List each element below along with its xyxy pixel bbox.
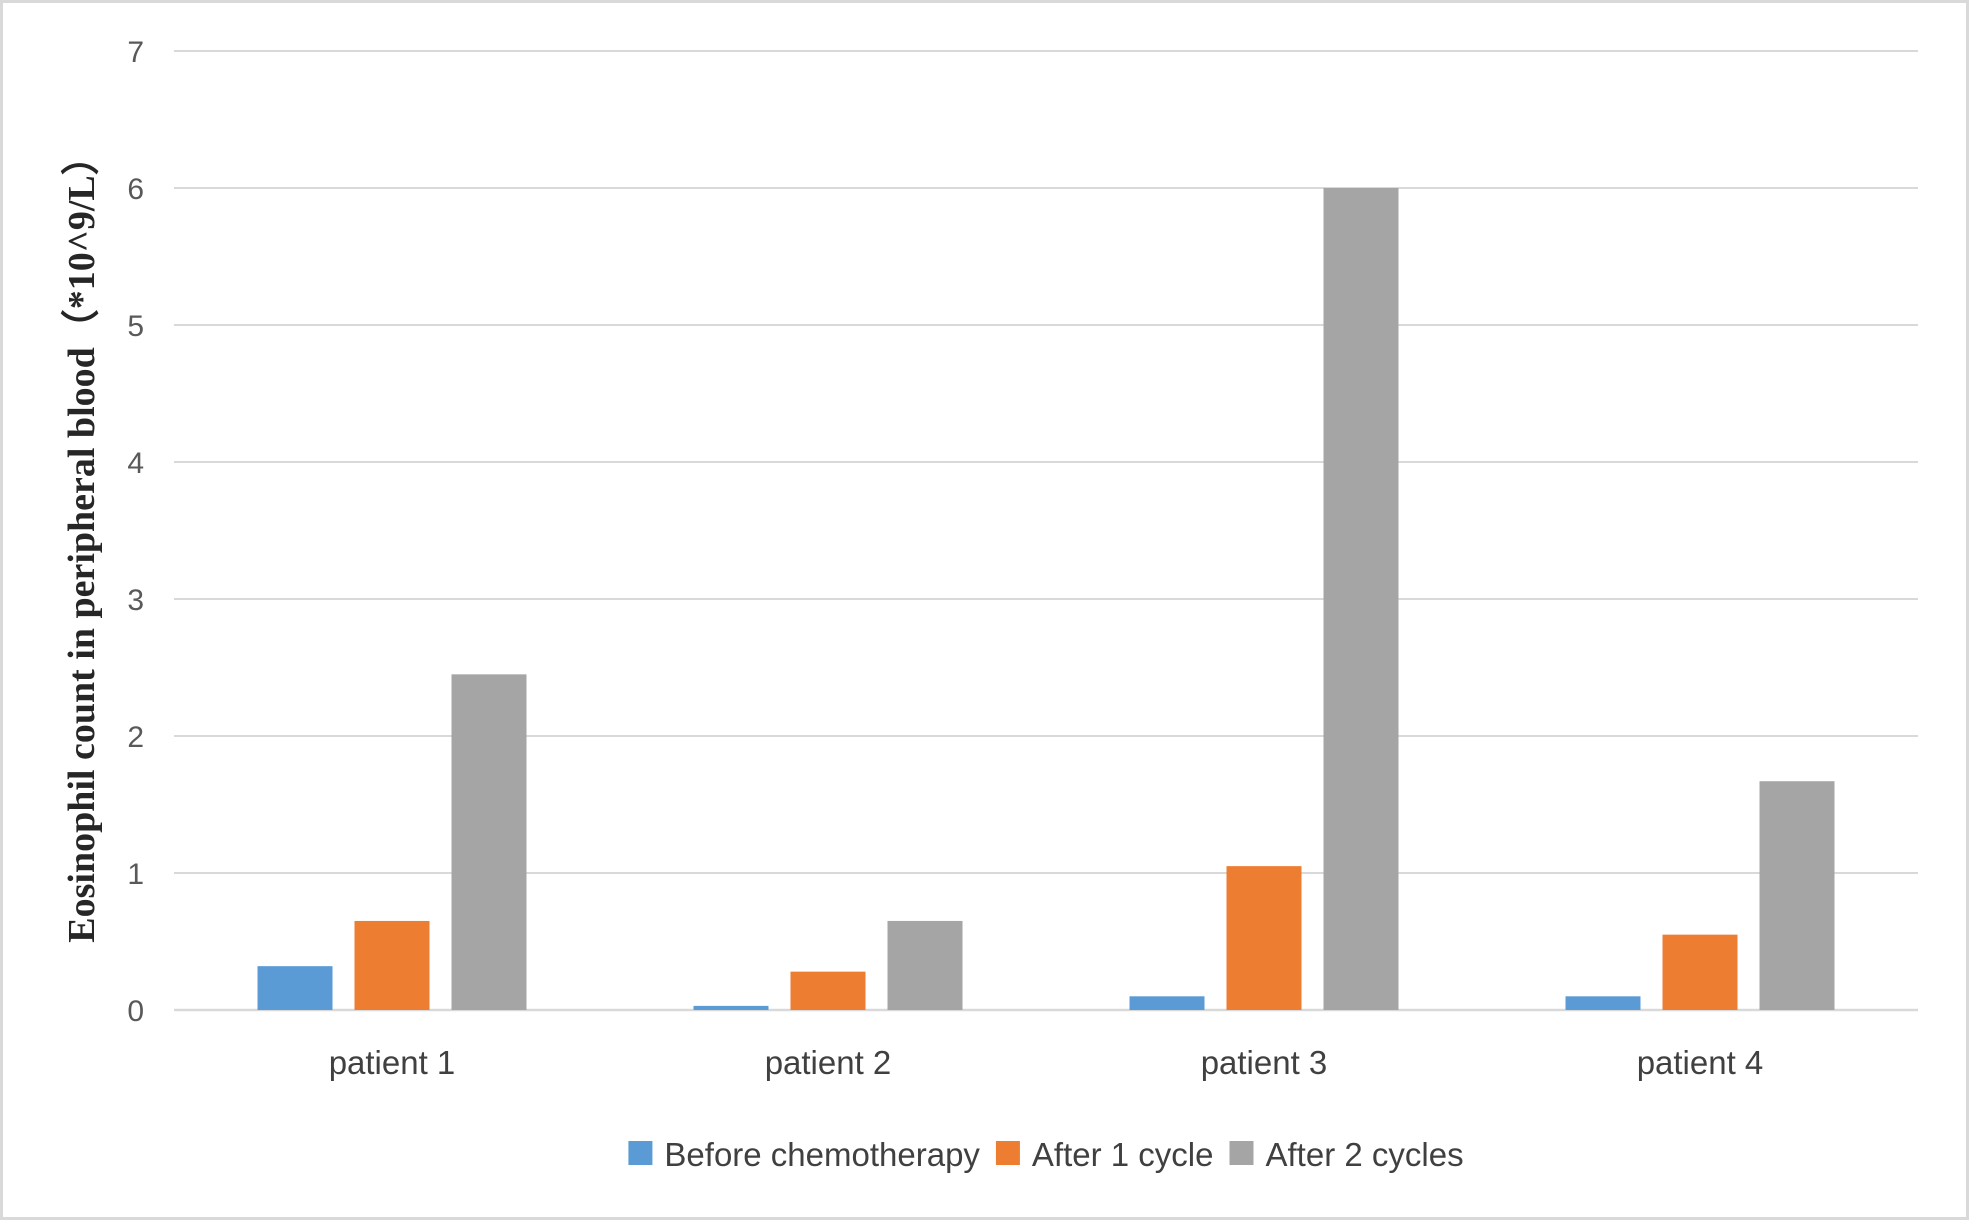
y-tick-label: 1 <box>127 858 144 891</box>
bar-after-2-cycles-patient-1 <box>451 674 527 1010</box>
category-label: patient 3 <box>1201 1044 1328 1081</box>
y-tick-label: 6 <box>127 173 144 206</box>
y-tick-label: 3 <box>127 584 144 617</box>
y-tick-label: 4 <box>127 447 144 480</box>
bar-after-1-cycle-patient-4 <box>1662 934 1738 1010</box>
legend-swatch <box>995 1141 1020 1165</box>
bar-after-2-cycles-patient-3 <box>1323 188 1399 1010</box>
y-tick-label: 5 <box>127 310 144 343</box>
bar-before-chemotherapy-patient-4 <box>1565 996 1641 1010</box>
bar-after-1-cycle-patient-3 <box>1226 866 1302 1010</box>
y-tick-label: 2 <box>127 721 144 754</box>
bar-before-chemotherapy-patient-3 <box>1129 996 1205 1010</box>
legend-item: After 1 cycle <box>995 1136 1214 1173</box>
category-labels: patient 1 patient 2 patient 3 patient 4 <box>329 1044 1764 1081</box>
gridlines <box>174 50 1918 1012</box>
bar-before-chemotherapy-patient-1 <box>257 966 333 1010</box>
bar-after-2-cycles-patient-4 <box>1759 781 1835 1010</box>
category-label: patient 2 <box>765 1044 892 1081</box>
bars <box>257 188 1835 1010</box>
y-tick-labels: 0 1 2 3 4 5 6 7 <box>127 36 144 1028</box>
legend-label: Before chemotherapy <box>664 1136 980 1173</box>
legend-item: After 2 cycles <box>1229 1136 1464 1173</box>
bar-before-chemotherapy-patient-2 <box>693 1005 769 1010</box>
bar-after-1-cycle-patient-2 <box>790 971 866 1010</box>
legend-label: After 2 cycles <box>1266 1136 1464 1173</box>
legend-swatch <box>1229 1141 1254 1165</box>
category-label: patient 4 <box>1637 1044 1764 1081</box>
legend-item: Before chemotherapy <box>628 1136 980 1173</box>
category-label: patient 1 <box>329 1044 456 1081</box>
y-tick-label: 0 <box>127 995 144 1028</box>
y-axis-label: Eosinophil count in peripheral blood（*10… <box>61 137 103 942</box>
legend-swatch <box>628 1141 653 1165</box>
legend-label: After 1 cycle <box>1032 1136 1214 1173</box>
legend: Before chemotherapy After 1 cycle After 2 … <box>628 1136 1464 1173</box>
y-tick-label: 7 <box>127 36 144 69</box>
bar-after-1-cycle-patient-1 <box>354 920 430 1010</box>
bar-after-2-cycles-patient-2 <box>887 920 963 1010</box>
